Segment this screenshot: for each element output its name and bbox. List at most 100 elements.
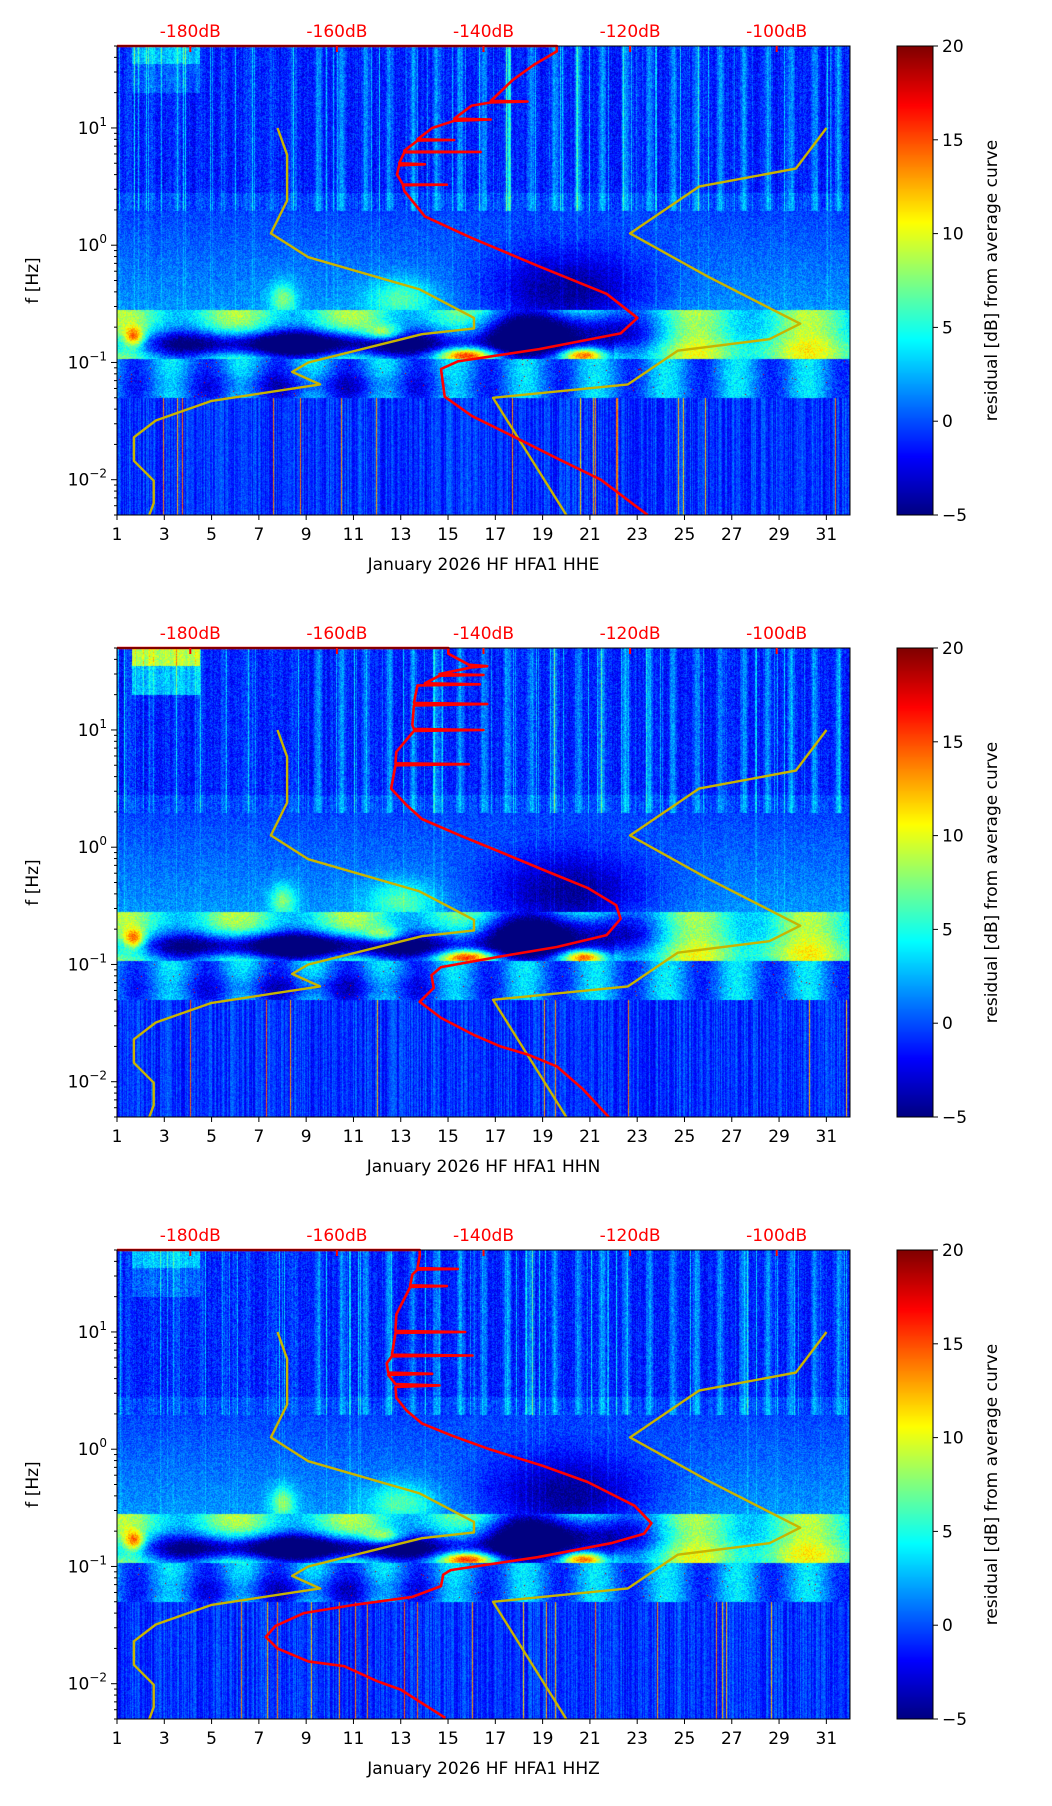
- x-tick-label: 31: [816, 1127, 838, 1147]
- colorbar-label: residual [dB] from average curve: [982, 140, 1002, 421]
- y-tick-base: 10: [68, 471, 90, 491]
- y-tick-label: 10−1: [68, 951, 107, 975]
- colorbar-tick-label: −5: [942, 506, 967, 526]
- db-tick-label: -120dB: [600, 22, 661, 42]
- axes-frame: [116, 647, 851, 1118]
- y-axis-label: f [Hz]: [23, 859, 43, 905]
- y-tick-exponent: −2: [89, 1671, 107, 1685]
- db-tick-label: -120dB: [600, 624, 661, 644]
- y-tick-exponent: −2: [89, 467, 107, 481]
- colorbar-tick-label: −5: [942, 1108, 967, 1128]
- colorbar: [897, 1250, 933, 1719]
- colorbar-tick-label: 10: [942, 225, 964, 245]
- db-tick-label: -180dB: [160, 22, 221, 42]
- x-tick-label: 21: [579, 1729, 601, 1749]
- y-tick-label: 100: [78, 232, 107, 256]
- x-tick-label: 27: [721, 1127, 743, 1147]
- y-tick-exponent: 1: [99, 1319, 107, 1333]
- x-tick-label: 19: [532, 1729, 554, 1749]
- db-tick-label: -160dB: [306, 624, 367, 644]
- colorbar-tick-label: 15: [942, 1335, 964, 1355]
- x-tick-label: 25: [674, 525, 696, 545]
- x-tick-label: 29: [768, 1127, 790, 1147]
- x-tick-label: 1: [112, 525, 123, 545]
- db-tick-label: -180dB: [160, 624, 221, 644]
- x-tick-label: 25: [674, 1127, 696, 1147]
- spectrogram-heatmap: [117, 1250, 850, 1719]
- x-tick-label: 7: [253, 1127, 264, 1147]
- x-tick-label: 31: [816, 525, 838, 545]
- x-tick-label: 17: [485, 1127, 507, 1147]
- db-tick-label: -140dB: [453, 22, 514, 42]
- x-tick-label: 31: [816, 1729, 838, 1749]
- spectrogram-panel-hhz: 1 3 5 7 9 11 13 15 17 19 21 23 25 27 29 31 January 2026 …: [0, 1204, 1052, 1806]
- x-tick-label: 29: [768, 1729, 790, 1749]
- x-tick-label: 15: [437, 1127, 459, 1147]
- y-tick-exponent: 1: [99, 115, 107, 129]
- x-tick-label: 3: [159, 525, 170, 545]
- x-tick-label: 3: [159, 1729, 170, 1749]
- colorbar-tick-label: 20: [942, 639, 964, 659]
- y-tick-label: 100: [78, 834, 107, 858]
- x-tick-label: 5: [206, 1127, 217, 1147]
- colorbar-label: residual [dB] from average curve: [982, 1344, 1002, 1625]
- colorbar-label: residual [dB] from average curve: [982, 742, 1002, 1023]
- x-tick-label: 23: [626, 1127, 648, 1147]
- x-tick-label: 9: [301, 1127, 312, 1147]
- y-tick-label: 101: [78, 1319, 107, 1343]
- y-tick-base: 10: [78, 119, 100, 139]
- average-curve: [117, 44, 649, 515]
- x-tick-label: 9: [301, 1729, 312, 1749]
- y-tick-label: 101: [78, 115, 107, 139]
- y-tick-base: 10: [78, 838, 100, 858]
- x-tick-label: 7: [253, 525, 264, 545]
- x-tick-label: 19: [532, 1127, 554, 1147]
- y-tick-exponent: 0: [99, 232, 107, 246]
- colorbar-tick-label: 20: [942, 1241, 964, 1261]
- y-tick-exponent: −1: [89, 951, 107, 965]
- x-tick-label: 1: [112, 1729, 123, 1749]
- y-tick-exponent: −2: [89, 1069, 107, 1083]
- y-tick-exponent: −1: [89, 1553, 107, 1567]
- colorbar-tick-label: 5: [942, 318, 953, 338]
- x-tick-label: 3: [159, 1127, 170, 1147]
- x-tick-label: 23: [626, 525, 648, 545]
- colorbar-tick-label: −5: [942, 1710, 967, 1730]
- db-tick-label: -100dB: [746, 624, 807, 644]
- y-tick-exponent: 0: [99, 1436, 107, 1450]
- y-tick-base: 10: [68, 1557, 90, 1577]
- colorbar-tick-label: 5: [942, 1522, 953, 1542]
- colorbar: [897, 648, 933, 1117]
- nhnm-curve: [491, 1331, 828, 1719]
- colorbar-tick-label: 15: [942, 131, 964, 151]
- x-tick-label: 27: [721, 525, 743, 545]
- x-tick-label: 23: [626, 1729, 648, 1749]
- nhnm-curve: [491, 127, 828, 515]
- y-tick-exponent: 1: [99, 717, 107, 731]
- nhnm-curve: [491, 729, 828, 1117]
- x-tick-label: 11: [343, 1729, 365, 1749]
- x-tick-label: 5: [206, 1729, 217, 1749]
- y-tick-base: 10: [78, 721, 100, 741]
- x-tick-label: 5: [206, 525, 217, 545]
- nlnm-curve: [132, 127, 476, 515]
- colorbar-tick-label: 0: [942, 412, 953, 432]
- y-tick-exponent: −1: [89, 349, 107, 363]
- y-tick-base: 10: [68, 955, 90, 975]
- axes-frame: [116, 1249, 851, 1720]
- colorbar-frame: [896, 647, 934, 1118]
- x-tick-label: 19: [532, 525, 554, 545]
- average-curve: [117, 1248, 653, 1719]
- x-axis-label: January 2026 HF HFA1 HHZ: [366, 1759, 600, 1779]
- nlnm-curve: [132, 729, 476, 1117]
- x-tick-label: 29: [768, 525, 790, 545]
- x-axis-label: January 2026 HF HFA1 HHN: [366, 1157, 601, 1177]
- y-tick-label: 10−2: [68, 1069, 107, 1093]
- colorbar-tick-label: 15: [942, 733, 964, 753]
- x-tick-label: 11: [343, 525, 365, 545]
- spectrogram-panel-hhn: 1 3 5 7 9 11 13 15 17 19 21 23 25 27 29 31 January 2026 …: [0, 602, 1052, 1204]
- spectrogram-heatmap: [117, 46, 850, 515]
